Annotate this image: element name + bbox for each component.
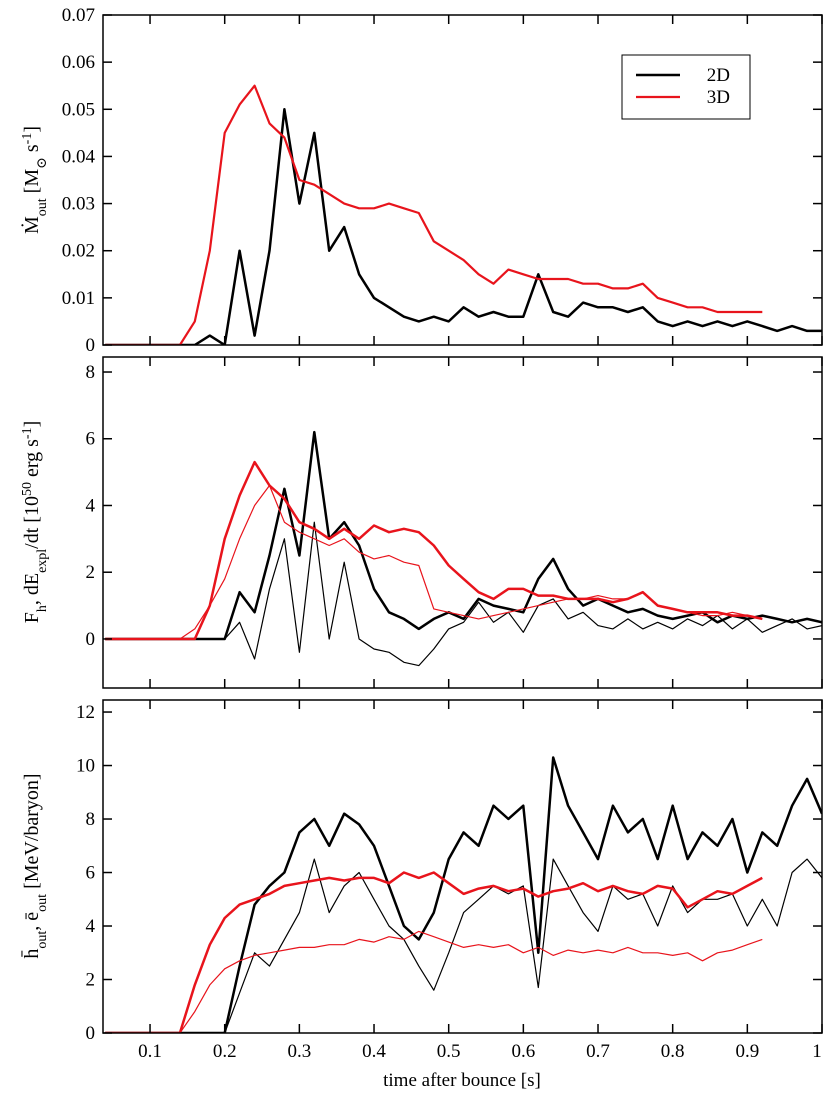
y-tick-label: 8 bbox=[86, 809, 96, 830]
frame bbox=[102, 356, 823, 689]
data-line bbox=[105, 756, 822, 1033]
y-tick-label: 0 bbox=[86, 629, 96, 650]
data-line bbox=[105, 930, 763, 1033]
y-tick-label: 0 bbox=[86, 1023, 96, 1044]
label-part: h bbox=[35, 605, 50, 612]
label-part: 50 bbox=[20, 482, 35, 496]
data-line bbox=[105, 484, 763, 640]
x-tick-label: 0.2 bbox=[213, 1041, 237, 1062]
y-tick-label: 6 bbox=[86, 863, 96, 884]
plot-area bbox=[105, 430, 822, 667]
x-tick-label: 0.9 bbox=[735, 1041, 759, 1062]
y-tick-label: 4 bbox=[86, 495, 96, 516]
label-part: erg s bbox=[21, 439, 43, 482]
x-tick-label: 0.5 bbox=[437, 1041, 461, 1062]
label-part: expl bbox=[35, 549, 50, 573]
label-part: ⊙ bbox=[35, 157, 50, 169]
data-line bbox=[105, 460, 763, 641]
label-part: [M bbox=[21, 169, 43, 199]
label-part: out bbox=[35, 894, 50, 912]
y-tick-label: 0 bbox=[86, 335, 96, 356]
y-tick-label: 2 bbox=[86, 970, 96, 991]
legend-label: 3D bbox=[707, 87, 730, 108]
y-tick-label: 8 bbox=[86, 362, 96, 383]
label-part: -1 bbox=[20, 133, 35, 145]
x-tick-label: 0.6 bbox=[511, 1041, 535, 1062]
data-line bbox=[105, 430, 822, 641]
label-part: ] bbox=[21, 421, 43, 428]
data-line bbox=[105, 521, 822, 667]
y-tick-label: 0.05 bbox=[62, 99, 95, 120]
y-tick-label: 2 bbox=[86, 562, 96, 583]
y-tick-label: 10 bbox=[76, 756, 95, 777]
label-part: F bbox=[21, 612, 43, 623]
y-axis-label: Ṁout [M⊙ s-1] bbox=[20, 126, 50, 234]
legend-box bbox=[621, 54, 751, 120]
label-part: s bbox=[21, 144, 43, 157]
label-part: h̄ bbox=[21, 949, 43, 959]
y-axis-label: Fh, dEexpl/dt [1050 erg s-1] bbox=[20, 421, 50, 624]
y-tick-label: 0.01 bbox=[62, 288, 95, 309]
y-tick-label: 0.02 bbox=[62, 241, 95, 262]
data-line bbox=[105, 108, 822, 345]
label-part: [MeV/baryon] bbox=[21, 773, 43, 894]
data-line bbox=[105, 84, 763, 345]
data-line bbox=[105, 858, 822, 1033]
x-tick-label: 0.8 bbox=[661, 1041, 685, 1062]
x-tick-label: 1 bbox=[812, 1041, 822, 1062]
label-part: Ṁ bbox=[20, 216, 43, 234]
plot-area bbox=[105, 84, 822, 345]
y-tick-label: 4 bbox=[86, 916, 96, 937]
label-part: out bbox=[35, 931, 50, 949]
data-line bbox=[105, 871, 763, 1033]
x-axis-label: time after bounce [s] bbox=[383, 1070, 541, 1091]
y-tick-label: 0.03 bbox=[62, 194, 95, 215]
y-tick-label: 6 bbox=[86, 429, 96, 450]
x-tick-label: 0.3 bbox=[287, 1041, 311, 1062]
label-part: out bbox=[35, 198, 50, 216]
x-tick-label: 0.4 bbox=[362, 1041, 386, 1062]
frame bbox=[102, 699, 823, 1034]
frame bbox=[102, 14, 823, 346]
y-tick-label: 0.07 bbox=[62, 5, 95, 26]
label-part: , ē bbox=[21, 912, 43, 931]
y-tick-label: 0.04 bbox=[62, 146, 96, 167]
label-part: -1 bbox=[20, 427, 35, 439]
x-tick-label: 0.1 bbox=[138, 1041, 162, 1062]
x-tick-label: 0.7 bbox=[586, 1041, 610, 1062]
label-part: /dt [10 bbox=[21, 496, 43, 549]
y-tick-label: 12 bbox=[76, 702, 95, 723]
y-tick-label: 0.06 bbox=[62, 52, 95, 73]
label-part: , dE bbox=[21, 573, 43, 605]
plot-area bbox=[105, 756, 822, 1033]
y-axis-label: h̄out, ēout [MeV/baryon] bbox=[21, 773, 50, 958]
legend-label: 2D bbox=[707, 65, 730, 86]
label-part: ] bbox=[21, 126, 43, 133]
